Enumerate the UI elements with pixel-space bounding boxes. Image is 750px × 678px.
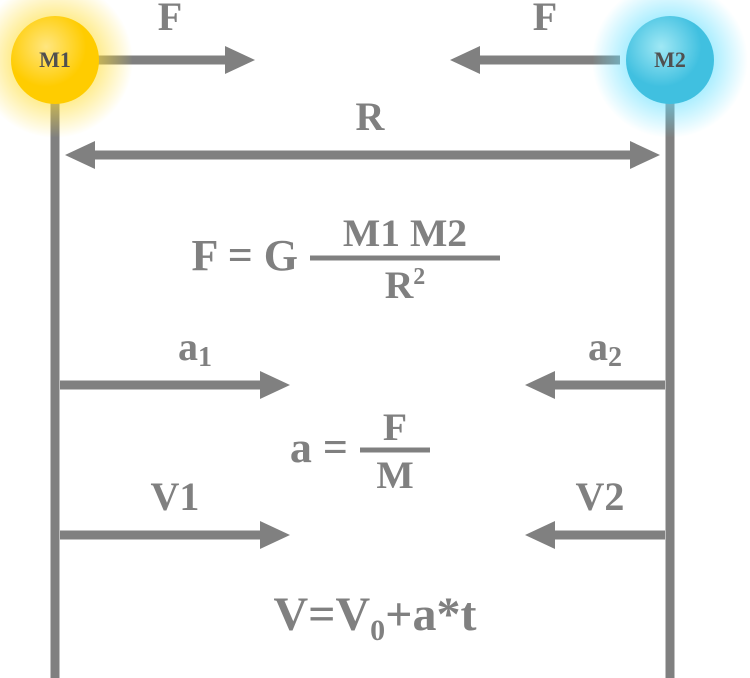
accel-arrow-2-head <box>525 371 555 399</box>
formula-gravity-num: M1 M2 <box>343 211 467 255</box>
vel-arrow-1-head <box>260 521 290 549</box>
formula-velocity: V=V0+a*t <box>273 588 476 647</box>
formula-accel-num: F <box>383 405 407 449</box>
vel-arrow-2-head <box>525 521 555 549</box>
mass-2-label: M2 <box>654 47 686 72</box>
force-arrow-1-head <box>225 46 255 74</box>
distance-arrow-head-right <box>630 141 660 169</box>
accel-label-2: a2 <box>588 324 622 373</box>
accel-label-1: a1 <box>178 324 212 373</box>
vel-label-2: V2 <box>576 474 625 519</box>
force-arrow-2-head <box>450 46 480 74</box>
formula-gravity-lhs: F = G <box>191 231 298 280</box>
distance-arrow-head-left <box>65 141 95 169</box>
formula-accel-den: M <box>376 453 413 497</box>
vel-label-1: V1 <box>151 474 200 519</box>
formula-accel-lhs: a = <box>290 423 348 472</box>
force-label-2: F <box>533 0 557 39</box>
mass-1-label: M1 <box>39 47 71 72</box>
gravity-diagram: FFRa1a2V1V2M1M2F = GM1 M2R2a =FMV=V0+a*t <box>0 0 750 678</box>
distance-label: R <box>356 94 386 139</box>
accel-arrow-1-head <box>260 371 290 399</box>
formula-gravity-den: R2 <box>385 263 426 307</box>
force-label-1: F <box>158 0 182 39</box>
